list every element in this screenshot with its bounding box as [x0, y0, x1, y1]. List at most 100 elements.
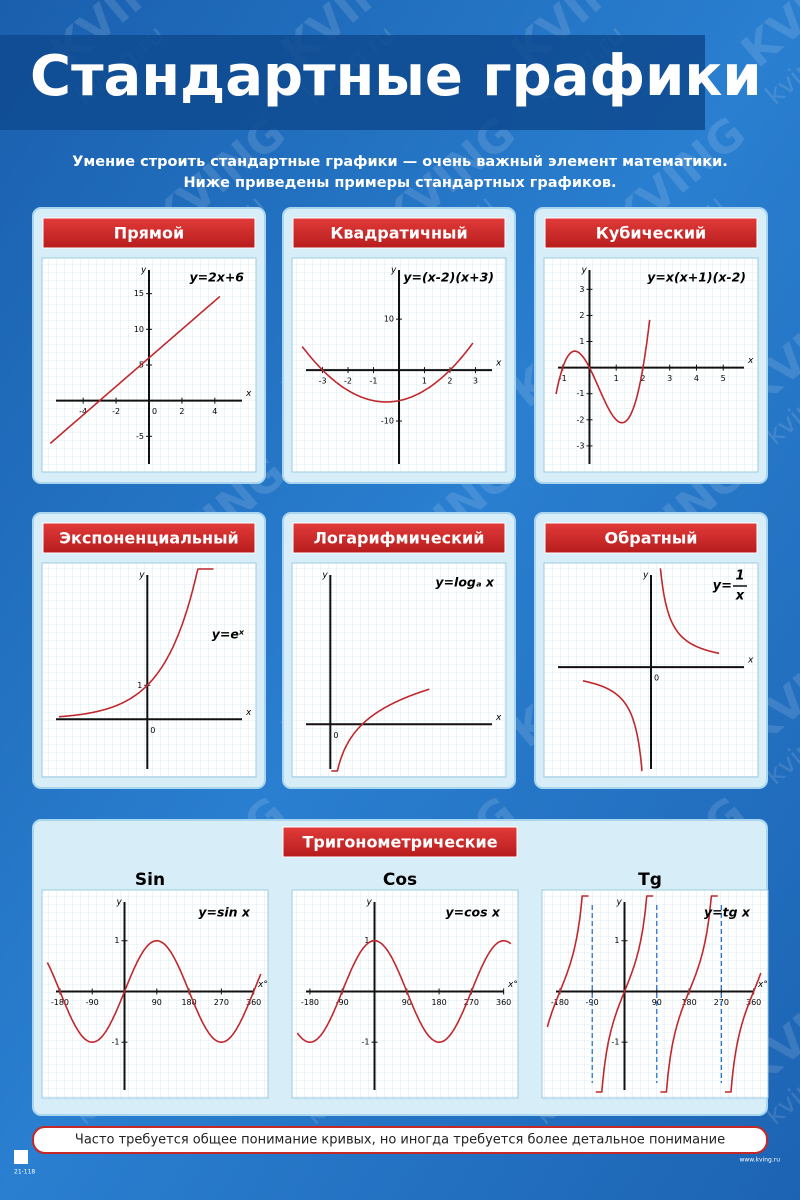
intro-line: Ниже приведены примеры стандартных графи…	[183, 175, 616, 191]
x-axis-label: x	[245, 708, 252, 718]
y-tick-label: -5	[136, 432, 144, 441]
formula: y=(x-2)(x+3)	[403, 270, 494, 285]
formula: y=logₐ x	[435, 575, 495, 590]
x-tick-label: -180	[51, 998, 69, 1007]
y-axis-label: y	[138, 571, 145, 581]
footer-box	[32, 1126, 768, 1154]
y-axis-label: y	[116, 898, 123, 908]
card-title: Прямой	[114, 224, 184, 243]
graph-card: Логарифмический x y 0 y=logₐ x	[282, 512, 516, 789]
y-tick-label: 2	[579, 311, 584, 320]
x-axis-label: x°	[507, 980, 518, 990]
x-axis-label: x	[747, 356, 754, 366]
card-title: Экспоненциальный	[59, 529, 239, 548]
card-banner	[544, 522, 758, 554]
card-title: Квадратичный	[330, 224, 467, 243]
formula: y=2x+6	[189, 270, 244, 285]
plot-grid	[41, 562, 257, 778]
x-tick-label: 270	[214, 998, 229, 1007]
x-tick-label: -1	[559, 374, 567, 383]
x-tick-label: 1	[422, 377, 427, 386]
x-axis-label: x	[495, 713, 502, 723]
y-tick-label: 1	[579, 337, 584, 346]
code: 21-118	[14, 1169, 35, 1176]
curve	[46, 939, 262, 1044]
y-axis-label: y	[321, 571, 328, 581]
y-tick-label: 1	[114, 936, 119, 945]
card-banner	[544, 217, 758, 249]
x-tick-label: 0	[333, 731, 338, 740]
curve	[595, 895, 654, 1093]
x-tick-label: 0	[654, 674, 659, 683]
y-tick-label: -1	[576, 389, 584, 398]
graph-card: Кубический x y -1 1 2 3 4 5 3 2 1 -1 -2 -3 y=x(x+1)(x-2…	[534, 207, 768, 484]
x-tick-label: 360	[746, 998, 761, 1007]
formula-numerator: 1	[735, 569, 744, 584]
y-tick-label: 1	[614, 936, 619, 945]
plot-grid	[541, 889, 769, 1099]
graph-card: Квадратичный x y -3 -2 -1 1 2 3 10 -10 y=(x-2)(x+3)	[282, 207, 516, 484]
y-axis-label: y	[390, 266, 397, 276]
trig-name: Tg	[638, 870, 662, 890]
card-banner	[292, 217, 506, 249]
y-tick-label: -3	[576, 441, 584, 450]
x-tick-label: -180	[551, 998, 569, 1007]
trig-title: Тригонометрические	[302, 833, 497, 852]
y-tick-label: -1	[112, 1038, 120, 1047]
y-tick-label: 3	[579, 285, 584, 294]
y-axis-label: y	[642, 571, 649, 581]
curve	[59, 568, 214, 718]
y-tick-label: 1	[364, 936, 369, 945]
intro-line: Умение строить стандартные графики — оче…	[72, 154, 728, 170]
y-tick-label: 1	[137, 681, 142, 690]
footer-text: Часто требуется общее понимание кривых, …	[75, 1133, 725, 1148]
x-tick-label: -90	[336, 998, 349, 1007]
plot-grid	[291, 562, 507, 778]
card-title: Логарифмический	[314, 529, 485, 548]
x-axis-label: x	[495, 359, 502, 369]
plot-grid	[543, 257, 759, 473]
plot-grid	[291, 889, 519, 1099]
formula: y=x(x+1)(x-2)	[647, 270, 746, 285]
x-tick-label: 180	[181, 998, 196, 1007]
y-axis-label: y	[366, 898, 373, 908]
x-tick-label: 90	[402, 998, 412, 1007]
curve	[660, 895, 718, 1093]
formula: y=cos x	[446, 905, 501, 920]
trig-name: Cos	[383, 870, 417, 890]
curve	[725, 972, 762, 1093]
formula: y=	[713, 579, 732, 594]
y-tick-label: 10	[384, 315, 394, 324]
curve	[582, 680, 643, 772]
y-axis-label: y	[616, 898, 623, 908]
x-tick-label: 3	[667, 374, 672, 383]
curve	[546, 895, 589, 1028]
x-axis-label: x	[747, 656, 754, 666]
x-tick-label: -2	[112, 407, 120, 416]
x-tick-label: -180	[301, 998, 319, 1007]
curve	[659, 568, 720, 655]
x-tick-label: -1	[370, 377, 378, 386]
x-tick-label: -4	[79, 407, 87, 416]
trig-name: Sin	[135, 870, 165, 890]
y-tick-label: -1	[362, 1038, 370, 1047]
qr-code	[14, 1150, 28, 1164]
title: Стандартные графики	[30, 44, 762, 109]
x-axis-label: x	[245, 389, 252, 399]
x-tick-label: 5	[721, 374, 726, 383]
y-tick-label: 10	[134, 325, 144, 334]
x-tick-label: -2	[344, 377, 352, 386]
x-tick-label: -90	[86, 998, 99, 1007]
x-tick-label: -3	[319, 377, 327, 386]
card-title: Обратный	[604, 529, 697, 548]
y-axis-label: y	[580, 266, 587, 276]
x-tick-label: 4	[212, 407, 217, 416]
curve	[49, 295, 221, 445]
x-tick-label: 3	[473, 377, 478, 386]
y-tick-label: -1	[612, 1038, 620, 1047]
y-tick-label: -2	[576, 415, 584, 424]
curve	[331, 688, 430, 772]
